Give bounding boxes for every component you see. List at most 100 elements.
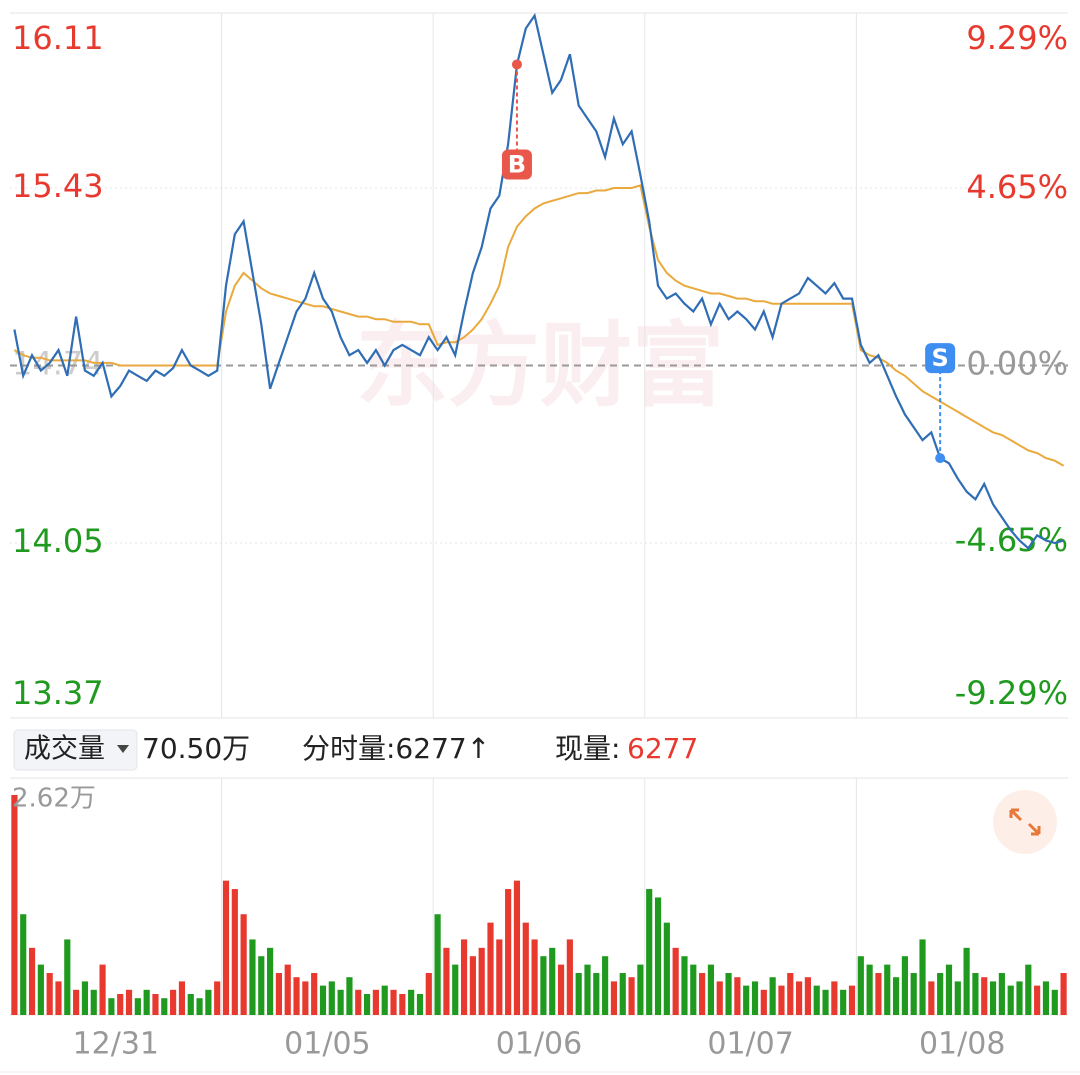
volume-bar bbox=[452, 964, 459, 1015]
x-tick-label: 01/07 bbox=[707, 1027, 793, 1062]
volume-bar bbox=[187, 994, 194, 1015]
volume-bar bbox=[875, 973, 882, 1015]
volume-bar bbox=[416, 994, 424, 1015]
volume-bar bbox=[372, 989, 379, 1015]
volume-bar bbox=[1042, 981, 1050, 1015]
volume-bar bbox=[910, 973, 917, 1015]
volume-bar bbox=[434, 914, 441, 1015]
volume-bar bbox=[55, 981, 62, 1015]
volume-bar bbox=[672, 947, 679, 1015]
volume-bar bbox=[637, 964, 644, 1015]
volume-bar bbox=[328, 981, 335, 1015]
volume-bar bbox=[813, 985, 820, 1015]
x-tick-label: 01/06 bbox=[496, 1027, 582, 1062]
volume-bar bbox=[1060, 973, 1067, 1015]
volume-bar bbox=[743, 985, 750, 1015]
volume-bar bbox=[593, 973, 600, 1015]
volume-bar bbox=[178, 981, 186, 1015]
volume-bar bbox=[37, 964, 44, 1015]
volume-bar bbox=[381, 985, 388, 1015]
y2-tick-label: 0.00% bbox=[966, 345, 1068, 383]
volume-bar bbox=[892, 977, 900, 1015]
x-tick-label: 01/05 bbox=[284, 1027, 370, 1062]
price-line bbox=[13, 12, 1064, 550]
x-tick-label: 01/08 bbox=[919, 1027, 1005, 1062]
volume-selector[interactable] bbox=[13, 729, 138, 771]
volume-bar bbox=[989, 981, 997, 1015]
volume-bar bbox=[346, 977, 353, 1015]
volume-bar bbox=[725, 973, 732, 1015]
volume-bar bbox=[425, 973, 432, 1015]
volume-bar bbox=[848, 985, 856, 1015]
flow-volume: 分时量:6277↑ bbox=[302, 732, 490, 765]
y-tick-label: 13.37 bbox=[12, 674, 104, 712]
volume-bar bbox=[901, 956, 908, 1015]
volume-bar bbox=[478, 947, 485, 1015]
volume-bar bbox=[196, 998, 203, 1015]
volume-bar bbox=[557, 964, 565, 1015]
volume-bar bbox=[161, 998, 168, 1015]
volume-bar bbox=[143, 989, 150, 1015]
volume-bar bbox=[866, 964, 873, 1015]
volume-tick-label: 2.62万 bbox=[12, 784, 96, 814]
volume-bar bbox=[231, 889, 238, 1015]
volume-bar bbox=[496, 939, 503, 1015]
volume-bar bbox=[355, 989, 362, 1015]
volume-bar bbox=[716, 981, 723, 1015]
volume-bar bbox=[778, 985, 785, 1015]
volume-bar bbox=[108, 998, 115, 1015]
volume-bar bbox=[311, 973, 318, 1015]
dropdown-arrow bbox=[117, 745, 129, 753]
volume-bar bbox=[408, 989, 415, 1015]
volume-bar bbox=[505, 889, 512, 1015]
y2-tick-label: 4.65% bbox=[966, 168, 1068, 206]
volume-bar bbox=[945, 964, 953, 1015]
volume-bar bbox=[981, 977, 988, 1015]
volume-bar bbox=[610, 981, 618, 1015]
volume-selector-label[interactable]: 成交量 bbox=[24, 734, 105, 765]
volume-bar bbox=[205, 989, 212, 1015]
marker-box bbox=[501, 149, 532, 180]
volume-bar bbox=[663, 922, 670, 1015]
volume-bar bbox=[760, 989, 767, 1015]
volume-bar bbox=[619, 973, 626, 1015]
volume-bar bbox=[125, 989, 133, 1015]
volume-bar bbox=[487, 922, 494, 1015]
volume-bar bbox=[937, 973, 944, 1015]
volume-bar bbox=[831, 981, 838, 1015]
volume-bar bbox=[654, 897, 662, 1015]
volume-bar bbox=[531, 939, 538, 1015]
marker-box bbox=[925, 343, 956, 374]
volume-bar bbox=[1051, 989, 1058, 1015]
marker-point bbox=[935, 453, 946, 464]
volume-bar bbox=[1016, 981, 1023, 1015]
volume-bar bbox=[884, 964, 891, 1015]
volume-bar bbox=[152, 994, 159, 1015]
volume-bar bbox=[20, 914, 27, 1015]
volume-bar bbox=[1034, 985, 1041, 1015]
current-volume-label: 现量: bbox=[555, 732, 620, 765]
volume-bar bbox=[566, 939, 573, 1015]
volume-bar bbox=[11, 795, 18, 1015]
expand-button[interactable] bbox=[993, 790, 1057, 854]
volume-bar bbox=[99, 964, 106, 1015]
volume-bar bbox=[840, 989, 847, 1015]
volume-bar bbox=[549, 947, 556, 1015]
volume-bar bbox=[540, 956, 547, 1015]
volume-bar bbox=[857, 956, 864, 1015]
volume-bar bbox=[337, 989, 344, 1015]
y-tick-label: 16.11 bbox=[12, 19, 104, 57]
volume-bar bbox=[998, 973, 1005, 1015]
volume-bar bbox=[734, 977, 741, 1015]
y-tick-label: 14.05 bbox=[12, 522, 104, 560]
volume-bar bbox=[319, 985, 327, 1015]
volume-bar bbox=[804, 977, 811, 1015]
volume-bar bbox=[522, 922, 529, 1015]
volume-bar bbox=[90, 989, 97, 1015]
volume-bar bbox=[28, 947, 36, 1015]
volume-bar bbox=[787, 973, 794, 1015]
volume-bar bbox=[399, 994, 406, 1015]
x-tick-label: 12/31 bbox=[73, 1027, 159, 1062]
volume-bar bbox=[699, 973, 706, 1015]
